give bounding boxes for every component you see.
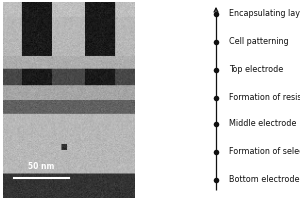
Text: Formation of selector: Formation of selector [230, 148, 300, 156]
Text: Bottom electrode: Bottom electrode [230, 176, 300, 184]
Text: Top electrode: Top electrode [230, 66, 284, 74]
Text: 50 nm: 50 nm [28, 162, 55, 171]
Text: Cell patterning: Cell patterning [230, 38, 289, 46]
Text: Encapsulating layer: Encapsulating layer [230, 9, 300, 19]
Text: Middle electrode: Middle electrode [230, 119, 297, 129]
Text: Formation of resistor: Formation of resistor [230, 94, 300, 102]
